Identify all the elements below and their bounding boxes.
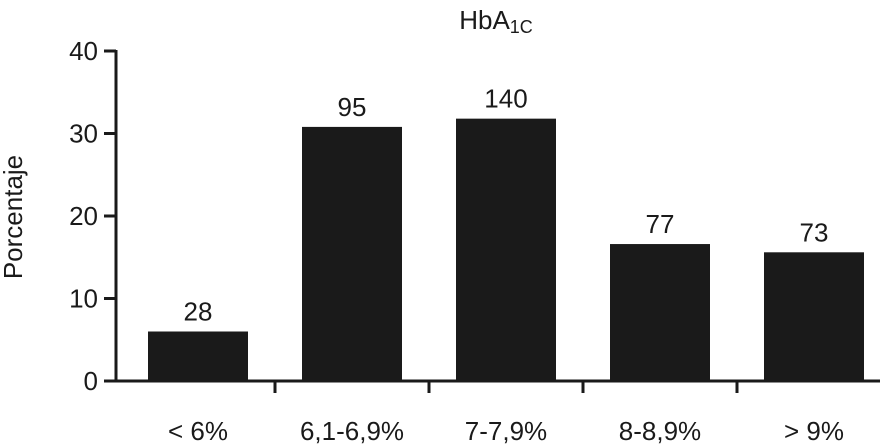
plot-area: 0 10 20 30 40 28 < 6% 95 6,1-6,9% 140 7-7,9% 77 8-8,… bbox=[69, 36, 880, 446]
bar-2 bbox=[456, 118, 556, 382]
x-tick-label-1: 6,1-6,9% bbox=[300, 416, 404, 446]
x-tick-label-2: 7-7,9% bbox=[465, 416, 547, 446]
x-tick-label-4: > 9% bbox=[784, 416, 844, 446]
data-label-0: 28 bbox=[184, 297, 213, 327]
y-tick-label-3: 30 bbox=[69, 119, 98, 149]
data-label-4: 73 bbox=[800, 217, 829, 247]
chart-title: HbA1C bbox=[459, 5, 533, 37]
data-label-2: 140 bbox=[484, 84, 527, 114]
data-label-1: 95 bbox=[338, 92, 367, 122]
x-tick-label-0: < 6% bbox=[168, 416, 228, 446]
y-tick-label-0: 0 bbox=[84, 366, 98, 396]
chart-title-main: HbA bbox=[459, 5, 510, 35]
bar-4 bbox=[764, 252, 864, 381]
y-tick-label-1: 10 bbox=[69, 284, 98, 314]
chart-title-subscript: 1C bbox=[510, 17, 533, 37]
data-label-3: 77 bbox=[646, 209, 675, 239]
bar-0 bbox=[148, 331, 248, 381]
y-tick-label-2: 20 bbox=[69, 201, 98, 231]
y-tick-label-4: 40 bbox=[69, 36, 98, 66]
y-axis-label: Porcentaje bbox=[0, 155, 28, 279]
bar-3 bbox=[610, 244, 710, 381]
x-tick-label-3: 8-8,9% bbox=[619, 416, 701, 446]
bar-1 bbox=[302, 126, 402, 382]
